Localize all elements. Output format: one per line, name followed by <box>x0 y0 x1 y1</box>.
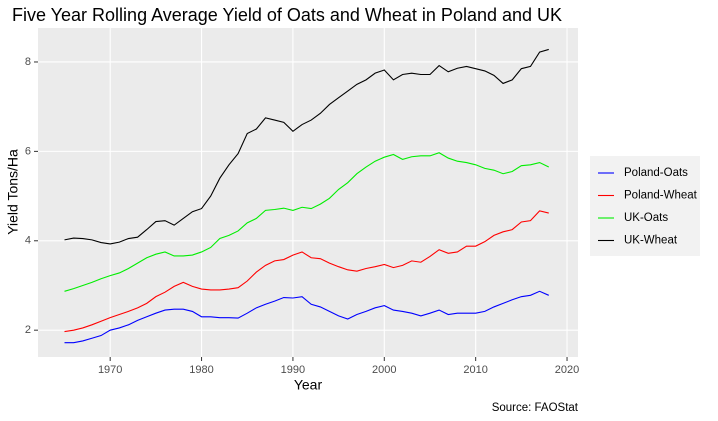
y-tick-label: 6 <box>25 145 31 157</box>
chart-title: Five Year Rolling Average Yield of Oats … <box>12 5 562 25</box>
series-line <box>64 290 549 344</box>
legend-label: Poland-Wheat <box>624 190 698 202</box>
y-tick-label: 2 <box>25 324 31 336</box>
x-tick-label: 2010 <box>463 364 487 376</box>
x-tick-label: 1970 <box>98 364 122 376</box>
y-tick-label: 8 <box>25 56 31 68</box>
series-line <box>64 210 549 333</box>
legend-label: UK-Wheat <box>624 235 678 247</box>
legend-label: UK-Oats <box>624 212 668 224</box>
x-tick-label: 2000 <box>372 364 396 376</box>
caption: Source: FAOStat <box>492 402 579 414</box>
series-line <box>64 152 550 292</box>
x-tick-label: 1990 <box>281 364 305 376</box>
y-tick-label: 4 <box>25 235 31 247</box>
series-line <box>64 48 549 245</box>
legend-label: Poland-Oats <box>624 167 688 179</box>
x-tick-label: 2020 <box>555 364 579 376</box>
x-axis-title: Year <box>294 377 323 393</box>
y-axis-title: Yield Tons/Ha <box>5 149 21 235</box>
x-tick-label: 1980 <box>189 364 213 376</box>
